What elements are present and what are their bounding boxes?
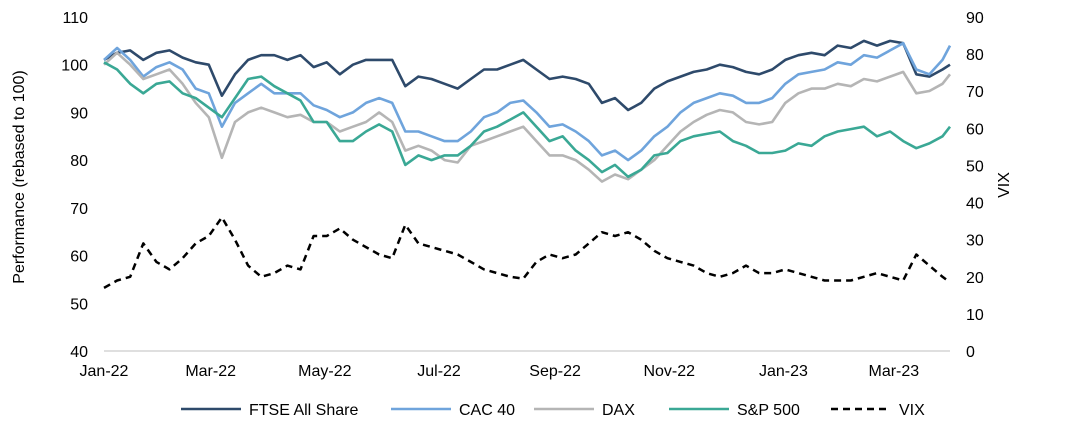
x-tick-label: May-22	[298, 363, 351, 380]
left-y-tick-label: 90	[70, 105, 88, 122]
right-y-tick-labels: 0 10 20 30 40 50 60 70 80 90	[966, 10, 984, 361]
left-y-tick-label: 60	[70, 249, 88, 266]
series-line-dax	[103, 51, 952, 183]
right-y-tick-label: 0	[966, 344, 975, 361]
series-line-ftse-all-share	[103, 39, 951, 112]
left-y-tick-label: 110	[62, 10, 88, 27]
left-y-tick-label: 70	[70, 201, 88, 218]
right-y-tick-label: 50	[966, 158, 984, 175]
x-axis: Jan-22 Mar-22 May-22 Jul-22 Sep-22 Nov-22 Jan-…	[80, 350, 950, 380]
left-y-tick-label: 40	[70, 344, 88, 361]
series-line-cac-40	[103, 41, 952, 162]
left-y-tick-label: 100	[61, 58, 88, 75]
legend-label-sandp-500: S&P 500	[737, 402, 800, 419]
right-y-tick-label: 40	[966, 196, 984, 213]
left-y-tick-label: 80	[70, 153, 88, 170]
right-y-tick-label: 90	[966, 10, 984, 27]
legend-label-ftse-all-share: FTSE All Share	[249, 402, 358, 419]
series-line-vix	[103, 216, 951, 289]
right-y-tick-label: 70	[966, 84, 984, 101]
legend-label-cac-40: CAC 40	[459, 402, 515, 419]
right-y-tick-label: 20	[966, 270, 984, 287]
right-y-tick-label: 80	[966, 47, 984, 64]
legend-label-dax: DAX	[602, 402, 635, 419]
legend-label-vix: VIX	[899, 402, 925, 419]
series-lines	[103, 39, 952, 289]
x-tick-label: Sep-22	[529, 363, 581, 380]
left-y-tick-labels: 40 50 60 70 80 90 100 110	[61, 10, 88, 361]
right-axis-title: VIX	[996, 172, 1013, 198]
left-y-tick-label: 50	[70, 296, 88, 313]
x-tick-label: Jul-22	[417, 363, 461, 380]
x-tick-label: Mar-22	[185, 363, 236, 380]
x-tick-label: Mar-23	[869, 363, 920, 380]
x-tick-label: Jan-23	[759, 363, 808, 380]
right-y-tick-label: 30	[966, 233, 984, 250]
left-axis-title: Performance (rebased to 100)	[11, 70, 28, 283]
right-y-tick-label: 60	[966, 121, 984, 138]
x-tick-label: Jan-22	[80, 363, 129, 380]
x-tick-label: Nov-22	[643, 363, 695, 380]
legend: FTSE All Share CAC 40 DAX S&P 500 VIX	[181, 402, 925, 419]
right-y-tick-label: 10	[966, 307, 984, 324]
series-line-sandp-500	[103, 61, 952, 179]
